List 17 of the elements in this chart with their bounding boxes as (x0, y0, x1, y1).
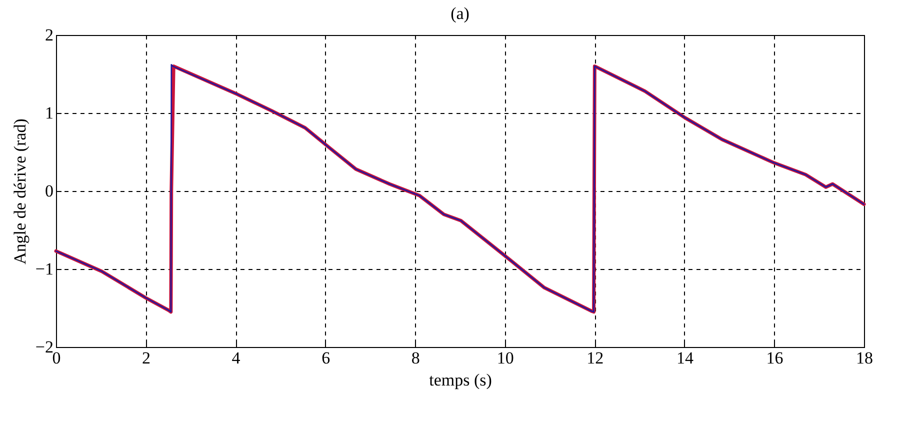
x-tick-label: 4 (232, 348, 241, 368)
y-tick-label: −1 (35, 260, 54, 278)
chart-title: (a) (450, 4, 470, 23)
x-tick-label: 16 (766, 348, 784, 368)
x-tick-label: 8 (411, 348, 420, 368)
x-tick-label: 10 (496, 348, 514, 368)
x-tick-label: 14 (676, 348, 694, 368)
x-axis-title: temps (s) (429, 370, 492, 390)
y-tick-label: 2 (45, 26, 54, 44)
x-tick-label: 12 (586, 348, 604, 368)
y-tick-label: 1 (45, 104, 54, 122)
y-tick-label: −2 (35, 338, 54, 356)
y-axis-title: Angle de dérive (rad) (10, 118, 30, 264)
x-tick-label: 18 (856, 348, 873, 368)
y-tick-label: 0 (45, 182, 54, 200)
x-tick-label: 6 (322, 348, 330, 368)
x-tick-label: 2 (142, 348, 151, 368)
